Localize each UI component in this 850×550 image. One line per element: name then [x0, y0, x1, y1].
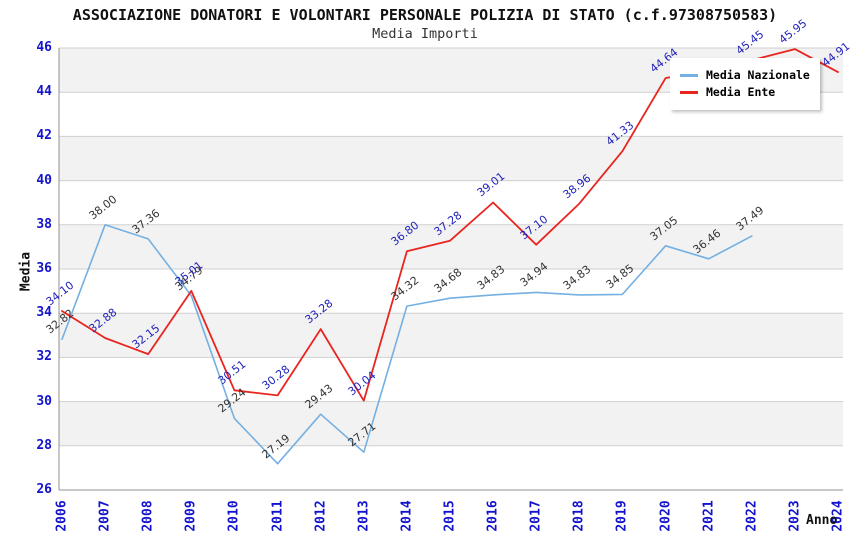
data-point-label: 39.01 [474, 170, 508, 200]
legend-item-media-nazionale: Media Nazionale [680, 68, 810, 82]
y-tick-label: 44 [36, 84, 52, 100]
legend-swatch-blue-line [680, 73, 698, 77]
chart-subtitle: Media Importi [372, 26, 478, 42]
y-axis-title: Media [18, 251, 34, 292]
y-tick-label: 36 [36, 261, 52, 276]
legend-swatch-red-line [680, 90, 698, 94]
legend-item-media-ente: Media Ente [680, 85, 810, 99]
legend-label: Media Nazionale [706, 68, 810, 82]
y-tick-label: 28 [36, 437, 52, 453]
y-tick-label: 30 [36, 393, 52, 409]
chart-title: ASSOCIAZIONE DONATORI E VOLONTARI PERSON… [72, 6, 778, 24]
y-tick-label: 40 [36, 172, 52, 188]
data-point-label: 27.71 [345, 419, 379, 450]
data-point-label: 38.00 [86, 192, 120, 223]
data-point-label: 33.28 [302, 296, 336, 327]
data-point-label: 27.19 [259, 431, 292, 462]
x-axis-title: Anno [806, 513, 838, 528]
y-tick-label: 38 [36, 216, 52, 232]
data-point-label: 41.33 [604, 118, 637, 149]
y-tick-label: 34 [36, 305, 52, 321]
data-point-label: 35.01 [172, 258, 206, 289]
y-tick-label: 26 [36, 482, 52, 497]
data-point-label: 37.49 [733, 203, 767, 234]
series-line-0 [61, 224, 753, 465]
y-tick-label: 32 [36, 349, 52, 365]
data-point-label: 32.15 [129, 321, 163, 352]
data-point-label: 37.10 [517, 212, 551, 243]
y-tick-label: 46 [36, 40, 52, 55]
data-point-label: 37.36 [129, 206, 163, 237]
data-point-label: 36.46 [690, 226, 724, 257]
grid-band [59, 224, 843, 269]
legend: Media Nazionale Media Ente [670, 58, 820, 110]
grid-band [59, 313, 843, 358]
data-point-label: 37.05 [647, 213, 680, 244]
data-point-label: 34.32 [388, 273, 422, 304]
data-point-label: 38.96 [560, 171, 594, 201]
legend-label: Media Ente [706, 85, 776, 99]
y-tick-label: 42 [36, 128, 52, 144]
grid-band [59, 401, 843, 446]
grid-band [59, 136, 843, 181]
